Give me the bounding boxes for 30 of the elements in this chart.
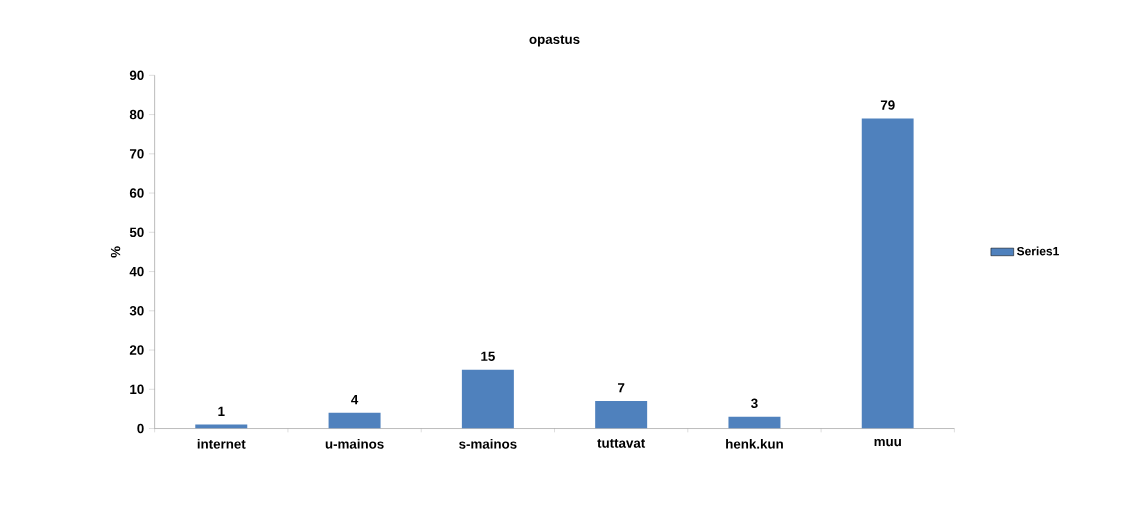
- y-tick-label: 90: [129, 70, 144, 81]
- y-tick-label: 10: [130, 384, 144, 395]
- y-tick-label: 30: [129, 306, 144, 316]
- data-label: 1: [218, 406, 225, 417]
- y-tick-label: 80: [129, 110, 144, 120]
- y-tick-label: 40: [129, 267, 144, 277]
- bar: [861, 118, 914, 429]
- y-tick-label: 50: [129, 227, 144, 238]
- data-label: 79: [880, 100, 895, 111]
- legend-label: Series1: [1016, 246, 1059, 256]
- y-tick-label: 0: [137, 424, 144, 434]
- data-label: 3: [751, 398, 758, 409]
- bar: [328, 413, 381, 429]
- bar: [728, 417, 781, 429]
- y-tick-label: 70: [129, 149, 144, 159]
- x-tick-label: u-mainos: [325, 439, 384, 449]
- data-label: 7: [618, 383, 625, 393]
- x-tick-label: muu: [874, 439, 901, 447]
- data-label: 15: [481, 351, 495, 362]
- y-tick-label: 20: [129, 345, 144, 355]
- x-tick-label: s-mainos: [459, 439, 517, 449]
- bar: [461, 369, 514, 429]
- data-label: 4: [351, 395, 359, 405]
- x-tick-label: henk.kun: [726, 439, 783, 449]
- bar: [595, 401, 648, 429]
- x-tick-label: internet: [197, 439, 246, 449]
- x-tick-label: tuttavat: [597, 439, 646, 448]
- y-tick-label: 60: [129, 188, 144, 199]
- y-axis-title: %: [110, 246, 121, 258]
- chart-title: opastus: [529, 35, 580, 47]
